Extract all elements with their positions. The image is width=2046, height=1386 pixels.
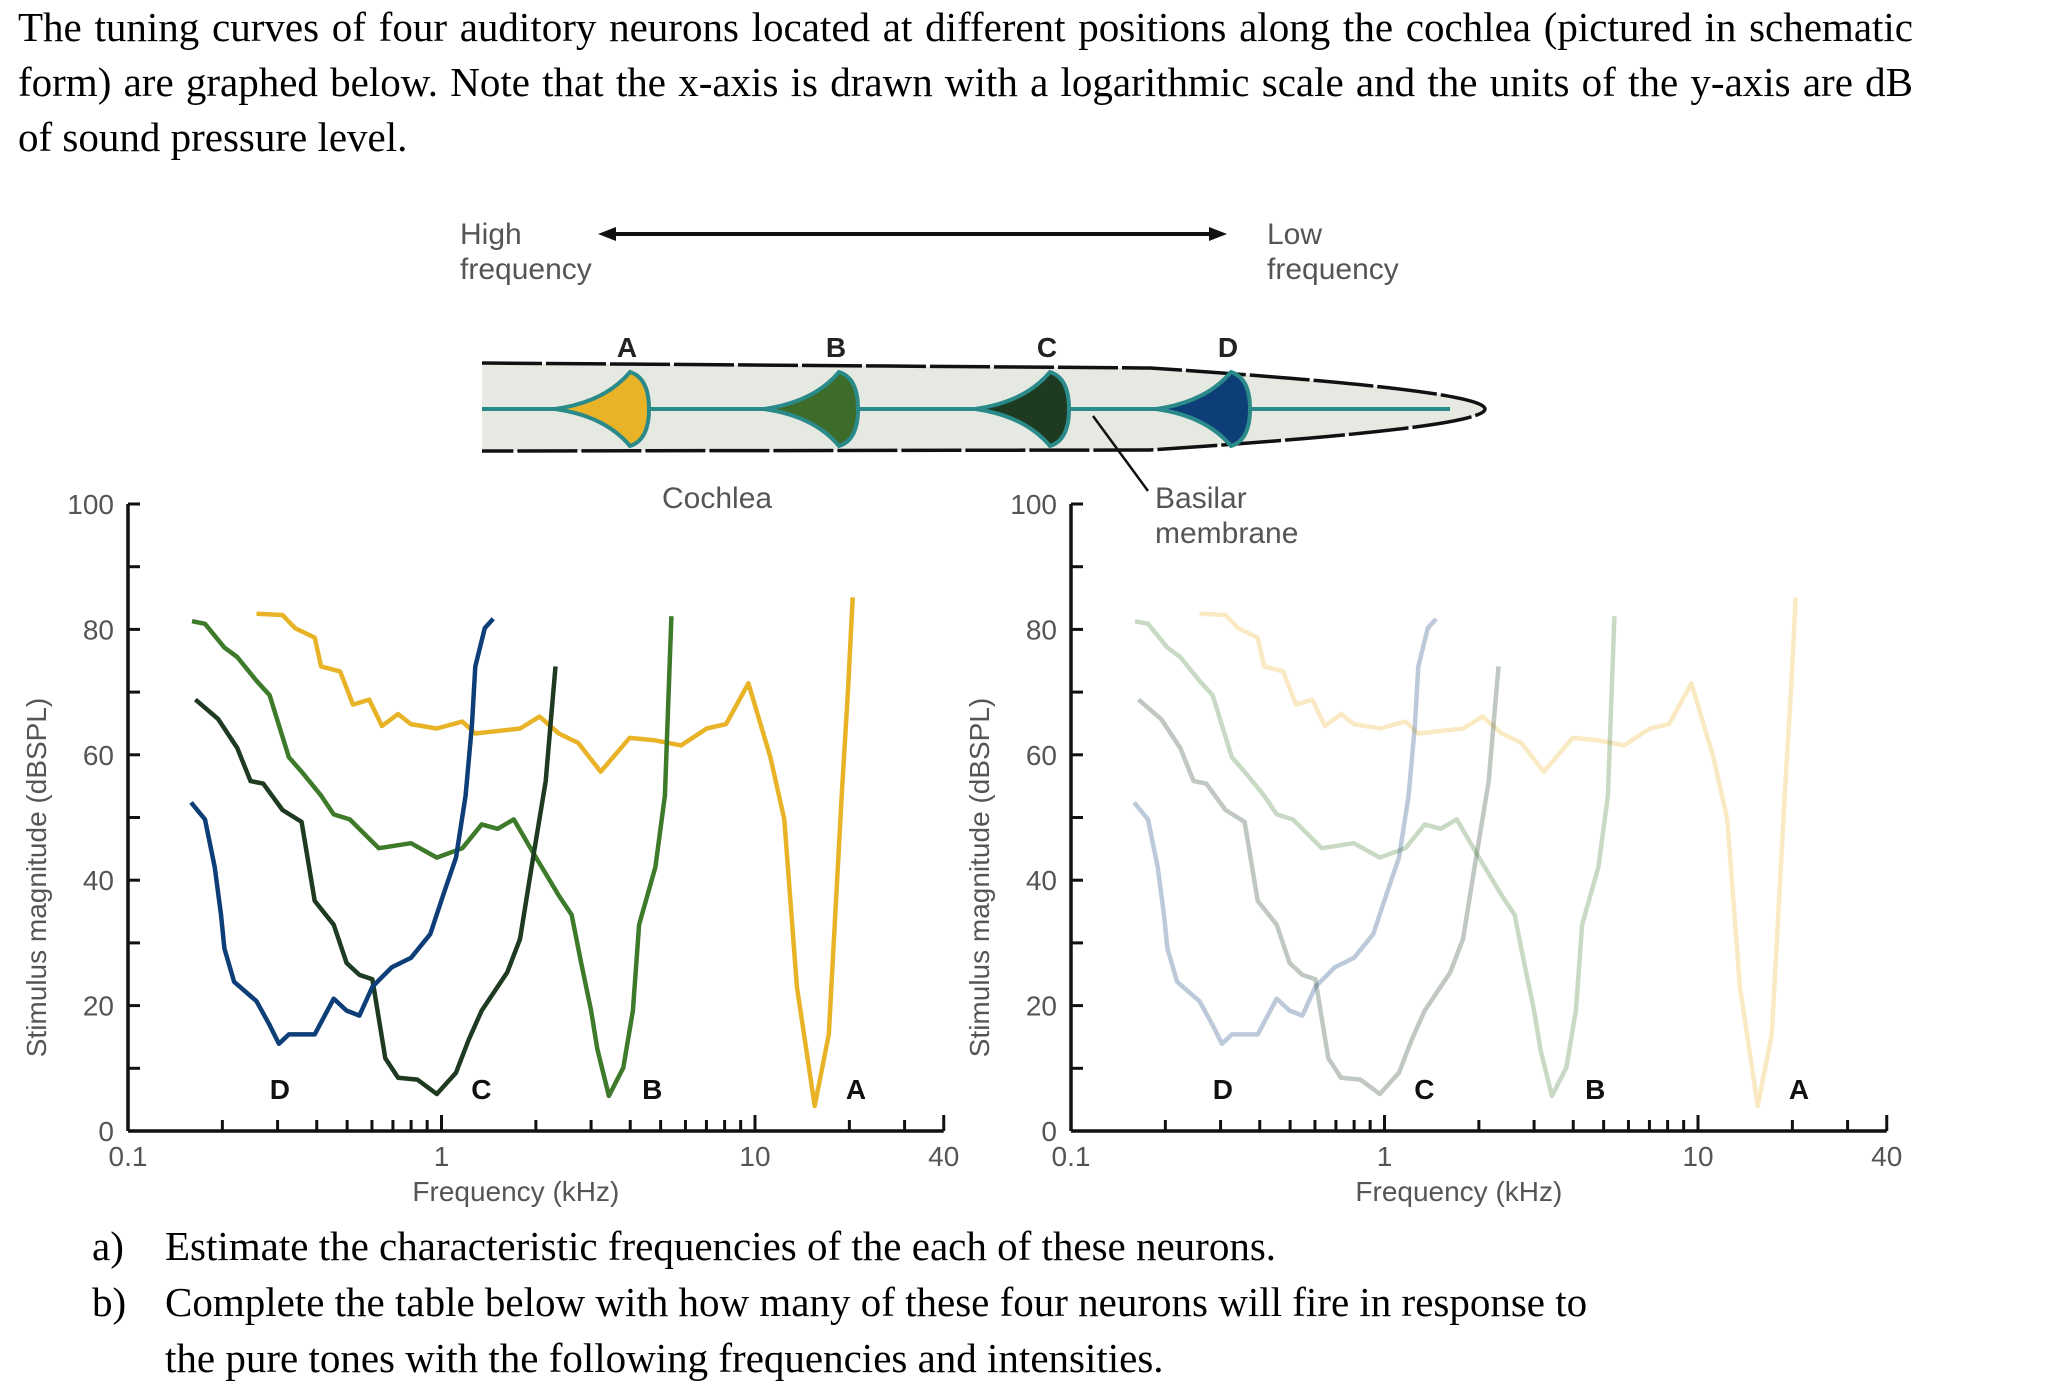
tuning-curve-chart-left: 0 20 40 60 80 100 0.1 1 10 40 Frequency (kHz) Stimu… [21, 489, 959, 1207]
y-tick-label: 20 [1026, 991, 1057, 1022]
neuron-d [1155, 369, 1253, 449]
y-tick-label: 60 [1026, 740, 1057, 771]
tuning-curve-chart-right: 0 20 40 60 80 100 0.1 1 10 40 Frequency (kHz) Stimu… [964, 489, 1902, 1207]
x-axis-title: Frequency (kHz) [412, 1176, 619, 1207]
curve-label-d: D [270, 1074, 290, 1105]
x-tick-label: 1 [1377, 1141, 1393, 1172]
neuron-c [974, 369, 1072, 449]
y-tick-label: 0 [98, 1116, 114, 1147]
neuron-a [554, 369, 652, 449]
high-frequency-label-2: frequency [460, 253, 592, 286]
curve-label-d: D [1213, 1074, 1233, 1105]
x-tick-label: 0.1 [1052, 1141, 1091, 1172]
x-tick-label: 40 [1871, 1141, 1902, 1172]
y-tick-label: 40 [83, 865, 114, 896]
x-tick-label: 1 [434, 1141, 450, 1172]
x-tick-label: 0.1 [109, 1141, 148, 1172]
question-a-marker: a) [92, 1223, 124, 1269]
y-tick-label: 60 [83, 740, 114, 771]
curve-label-c: C [1414, 1074, 1434, 1105]
y-tick-label: 100 [1010, 489, 1057, 520]
basilar-membrane-label: Basilar [1155, 482, 1247, 515]
tuning-curve-c [193, 666, 558, 1097]
neuron-label-a: A [617, 332, 637, 363]
x-axis-title: Frequency (kHz) [1355, 1176, 1562, 1207]
y-tick-label: 0 [1041, 1116, 1057, 1147]
tuning-curve-d [189, 617, 495, 1047]
neuron-label-d: D [1218, 332, 1238, 363]
curve-label-c: C [471, 1074, 491, 1105]
tuning-curve-c [1136, 666, 1501, 1097]
high-frequency-label: High [460, 218, 522, 251]
neuron-b [763, 369, 861, 449]
question-a-text: Estimate the characteristic frequencies … [165, 1223, 1277, 1269]
cochlea-diagram: High frequency Low frequency A B C D Cochle… [460, 218, 1487, 550]
curve-label-b: B [642, 1074, 662, 1105]
intro-paragraph: The tuning curves of four auditory neuro… [18, 4, 1913, 160]
x-tick-label: 40 [928, 1141, 959, 1172]
y-tick-label: 80 [83, 614, 114, 645]
low-frequency-label-2: frequency [1267, 253, 1399, 286]
tuning-curve-a [256, 597, 855, 1109]
x-tick-label: 10 [739, 1141, 770, 1172]
curve-label-b: B [1585, 1074, 1605, 1105]
y-tick-label: 100 [67, 489, 114, 520]
neuron-label-b: B [826, 332, 846, 363]
low-frequency-label: Low [1267, 218, 1322, 251]
y-tick-label: 40 [1026, 865, 1057, 896]
question-b-text: Complete the table below with how many o… [165, 1279, 1588, 1325]
y-tick-label: 80 [1026, 614, 1057, 645]
neuron-label-c: C [1037, 332, 1057, 363]
y-axis-title: Stimulus magnitude (dBSPL) [964, 698, 995, 1058]
cochlea-label: Cochlea [662, 482, 772, 515]
frequency-arrow [598, 227, 1227, 241]
x-tick-label: 10 [1682, 1141, 1713, 1172]
y-tick-label: 20 [83, 991, 114, 1022]
tuning-curve-d [1132, 617, 1438, 1047]
tuning-curve-b [1134, 616, 1617, 1099]
question-b-marker: b) [92, 1279, 127, 1325]
curve-label-a: A [846, 1074, 866, 1105]
tuning-curve-b [191, 616, 674, 1099]
cochlea-outline [481, 361, 1487, 453]
question-b-text-2: the pure tones with the following freque… [165, 1335, 1164, 1381]
y-axis-title: Stimulus magnitude (dBSPL) [21, 698, 52, 1058]
curve-label-a: A [1789, 1074, 1809, 1105]
basilar-membrane-label-2: membrane [1155, 517, 1298, 550]
basilar-pointer-line [1091, 415, 1150, 492]
tuning-curve-a [1199, 597, 1798, 1109]
